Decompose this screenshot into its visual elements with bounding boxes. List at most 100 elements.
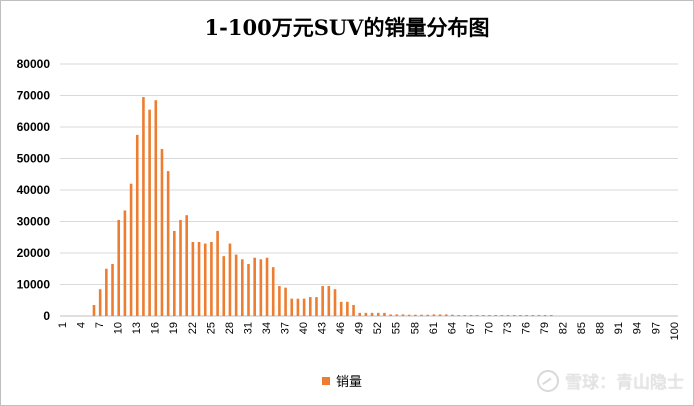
bar: [457, 315, 460, 316]
bar: [210, 241, 213, 316]
bar: [451, 314, 454, 316]
y-tick-label: 50000: [17, 152, 51, 166]
x-tick-label: 94: [632, 322, 644, 334]
bar: [506, 315, 510, 316]
bar: [222, 256, 226, 316]
bar: [185, 215, 188, 316]
bar: [142, 97, 145, 316]
bar: [432, 314, 436, 316]
x-tick-label: 34: [261, 322, 273, 334]
bar: [216, 230, 219, 316]
bar: [241, 259, 244, 316]
bar: [296, 298, 300, 316]
bar: [339, 301, 343, 316]
bar: [135, 134, 139, 317]
x-tick-label: 40: [298, 322, 310, 334]
bar: [370, 312, 374, 316]
bar: [315, 297, 318, 316]
bar: [166, 171, 170, 316]
y-tick-label: 70000: [17, 89, 51, 103]
x-tick-label: 37: [279, 322, 291, 334]
x-tick-label: 67: [465, 322, 477, 334]
bar: [327, 286, 331, 316]
bar: [414, 314, 417, 316]
bar: [234, 254, 238, 316]
legend-swatch: [322, 376, 330, 385]
bar: [117, 219, 121, 316]
x-tick-label: 28: [224, 322, 236, 334]
x-tick-label: 100: [669, 322, 681, 340]
x-tick-label: 85: [576, 322, 588, 334]
bar: [253, 257, 256, 316]
bar: [160, 149, 164, 316]
bar: [265, 257, 269, 316]
legend-label: 销量: [336, 374, 363, 389]
x-tick-label: 91: [613, 322, 625, 334]
x-tick-label: 88: [595, 322, 607, 334]
bar: [129, 183, 133, 316]
bar: [407, 314, 411, 316]
bar: [111, 264, 114, 316]
bar: [401, 314, 405, 316]
x-tick-label: 55: [391, 322, 403, 334]
bar: [333, 289, 337, 316]
chart-title: 1-100万元SUV的销量分布图: [204, 15, 490, 40]
bar: [346, 301, 349, 316]
bar: [352, 304, 355, 316]
x-tick-label: 1: [57, 322, 69, 328]
bar: [148, 109, 151, 317]
snowball-logo-icon: [537, 369, 559, 392]
bar: [519, 315, 522, 316]
bar: [500, 315, 504, 316]
x-tick-label: 79: [539, 322, 551, 334]
x-tick-label: 82: [558, 322, 570, 334]
bar: [426, 314, 430, 316]
x-tick-label: 73: [502, 322, 514, 334]
bar: [358, 312, 362, 316]
bar: [389, 314, 392, 316]
x-tick-label: 7: [94, 322, 106, 328]
x-tick-label: 4: [76, 322, 88, 328]
bar: [179, 219, 182, 316]
bar: [259, 259, 263, 316]
x-tick-label: 70: [483, 322, 495, 334]
x-tick-label: 16: [150, 322, 162, 334]
x-tick-label: 13: [131, 322, 143, 334]
y-tick-label: 80000: [17, 57, 51, 71]
bar: [228, 243, 232, 316]
legend: 销量: [322, 371, 362, 390]
bar: [550, 315, 553, 316]
x-tick-label: 97: [650, 322, 662, 334]
bar: [537, 315, 541, 316]
x-tick-label: 76: [520, 322, 532, 334]
bar: [154, 100, 158, 316]
x-tick-label: 10: [113, 322, 125, 334]
bar: [197, 241, 201, 316]
bar: [383, 312, 386, 316]
bar: [105, 268, 108, 316]
bar: [92, 304, 96, 316]
bar: [302, 298, 306, 316]
x-tick-label: 25: [205, 322, 217, 334]
bar: [98, 289, 102, 316]
bar: [463, 315, 467, 316]
bar: [321, 286, 324, 316]
y-tick-label: 0: [43, 309, 50, 323]
watermark-text: 雪球：青山隐士: [565, 373, 684, 393]
bar: [438, 314, 442, 316]
y-tick-label: 60000: [17, 120, 51, 134]
bar: [203, 243, 207, 316]
bar: [284, 287, 287, 316]
bar: [512, 315, 516, 316]
bar: [525, 315, 528, 316]
bar: [469, 315, 473, 316]
x-tick-label: 31: [242, 322, 254, 334]
bar: [191, 241, 195, 316]
x-tick-label: 22: [187, 322, 199, 334]
bar: [376, 312, 380, 316]
watermark: 雪球：青山隐士: [537, 368, 684, 393]
bar: [271, 267, 275, 316]
bar: [247, 264, 250, 316]
y-tick-label: 20000: [17, 246, 51, 260]
